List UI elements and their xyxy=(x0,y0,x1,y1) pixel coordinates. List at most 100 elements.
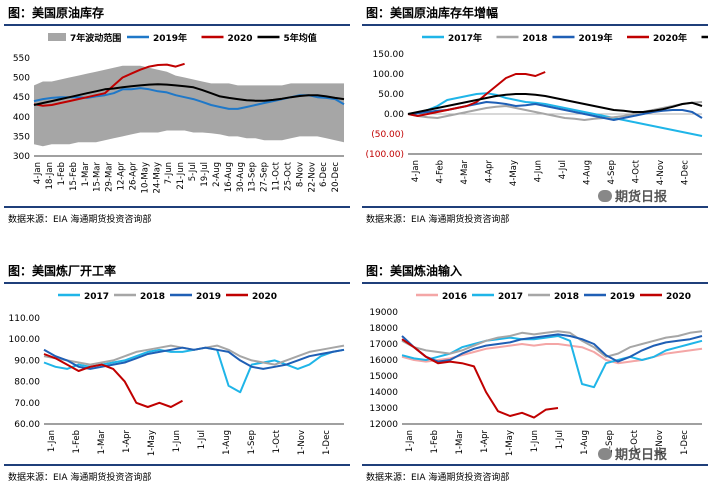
x-tick-label: 16-Aug xyxy=(224,162,234,192)
x-tick-label: 13-Sep xyxy=(248,162,258,192)
x-tick-label: 8-Nov xyxy=(295,162,305,187)
x-tick-label: 4-Jul xyxy=(558,160,568,179)
y-tick-label: 50.00 xyxy=(378,90,404,100)
x-tick-label: 1-Oct xyxy=(272,429,282,453)
x-tick-label: 1-Mar xyxy=(455,429,465,454)
x-tick-label: 1-Nov xyxy=(655,430,665,455)
x-tick-label: 1-Oct xyxy=(630,429,640,453)
x-tick-label: 1-Sep xyxy=(247,430,257,455)
x-tick-label: 6-Dec xyxy=(319,162,329,187)
y-tick-label: 16000 xyxy=(369,356,398,366)
legend-label: 2017 xyxy=(498,292,523,302)
legend-label: 2020 xyxy=(252,292,277,302)
x-tick-label: 1-May xyxy=(505,430,515,456)
y-tick-label: 100.00 xyxy=(373,70,405,80)
x-tick-label: 1-Sep xyxy=(605,430,615,455)
series-line-3 xyxy=(407,71,546,117)
x-tick-label: 25-Oct xyxy=(284,161,294,190)
legend-label: 7年波动范围 xyxy=(70,32,121,44)
legend-swatch xyxy=(48,33,66,41)
y-tick-label: 60.00 xyxy=(14,420,40,430)
panel-title: 图：美国原油库存 xyxy=(8,6,105,20)
panel-refinery-utilization: 图：美国炼厂开工率 110.00 100.00 90.00 80.00 70.00 60.… xyxy=(4,258,356,484)
y-tick-label: 90.00 xyxy=(14,356,40,366)
x-tick-label: 24-May xyxy=(152,162,162,193)
x-tick-label: 1-Dec xyxy=(322,430,332,455)
x-tick-label: 1-Mar xyxy=(97,429,107,454)
x-tick-label: 1-Jul xyxy=(555,430,565,449)
x-tick-label: 4-Sep xyxy=(607,160,617,185)
series-line-0 xyxy=(407,92,703,137)
y-tick-label: 13000 xyxy=(369,404,398,414)
chart-crude-yoy: 150.00 100.00 50.00 0.00 (50.00) (100.00) 4-Ja… xyxy=(365,32,708,186)
watermark: 期货日报 xyxy=(598,444,667,463)
x-tick-label: 22-Nov xyxy=(307,162,317,192)
y-tick-label: 0.00 xyxy=(384,110,404,120)
source-note: 数据来源：EIA 海通期货投资咨询部 xyxy=(8,215,152,225)
y-tick-label: 15000 xyxy=(369,372,398,382)
x-tick-label: 27-Sep xyxy=(260,162,270,192)
y-tick-label: 350 xyxy=(13,132,30,142)
legend-label: 2018 xyxy=(554,292,579,302)
chart-refinery-input: 19000 18000 17000 16000 15000 14000 13000 12000… xyxy=(369,292,703,456)
panel-crude-yoy: 图：美国原油库存年增幅 150.00 100.00 50.00 0.00 (50.00)… xyxy=(362,0,714,240)
x-tick-label: 1-Feb xyxy=(72,430,82,454)
x-tick-label: 1-Jan xyxy=(405,430,415,452)
x-tick-label: 4-Jan xyxy=(411,160,421,182)
y-tick-label: 19000 xyxy=(369,308,398,318)
y-tick-label: 300 xyxy=(13,152,30,162)
x-tick-label: 20-Dec xyxy=(331,162,341,193)
y-tick-label: 18000 xyxy=(369,324,398,334)
x-tick-label: 1-Aug xyxy=(222,430,232,455)
legend-label: 2019年 xyxy=(153,32,187,44)
series-line-1 xyxy=(43,344,345,366)
series-line-0 xyxy=(43,346,345,394)
y-tick-label: 17000 xyxy=(369,340,398,350)
y-tick-label: 500 xyxy=(13,74,30,84)
y-tick-label: 400 xyxy=(13,113,30,123)
x-tick-label: 15-Mar xyxy=(93,161,103,191)
x-tick-label: 11-Oct xyxy=(272,161,282,190)
x-tick-label: 4-Feb xyxy=(435,160,445,184)
x-tick-label: 29-Mar xyxy=(105,161,115,191)
x-tick-label: 7-Jun xyxy=(164,162,174,184)
x-tick-label: 1-Feb xyxy=(57,162,67,186)
x-tick-label: 1-Jun xyxy=(530,430,540,452)
x-tick-label: 12-Apr xyxy=(117,161,127,190)
top-rule xyxy=(362,24,708,26)
x-tick-label: 1-Feb xyxy=(430,430,440,454)
x-tick-label: 4-Oct xyxy=(631,159,641,183)
chart-refinery-utilization: 110.00 100.00 90.00 80.00 70.00 60.00 1-Jan 1-F… xyxy=(9,292,345,456)
series-line-2 xyxy=(33,83,345,106)
wechat-icon xyxy=(598,448,612,460)
x-tick-label: 1-May xyxy=(147,430,157,456)
x-tick-label: 1-Apr xyxy=(122,430,132,453)
x-tick-label: 10-May xyxy=(140,162,150,193)
source-note: 数据来源：EIA 海通期货投资咨询部 xyxy=(366,215,510,225)
panel-crude-inventory: 图：美国原油库存 550 500 450 400 350 300 4-Jan 18-Jan 1-… xyxy=(4,0,356,240)
panel-refinery-input: 图：美国炼油输入 19000 18000 17000 16000 15000 14000 1… xyxy=(362,258,714,484)
x-tick-label: 4-Mar xyxy=(460,159,470,184)
legend-label: 2020 xyxy=(228,34,253,44)
x-tick-label: 4-Dec xyxy=(680,160,690,185)
y-tick-label: 450 xyxy=(13,93,30,103)
series-line-2 xyxy=(43,346,345,370)
x-tick-label: 15-Feb xyxy=(69,162,79,191)
y-tick-label: 110.00 xyxy=(9,314,41,324)
x-tick-label: 2-Aug xyxy=(212,162,222,187)
series-line-2 xyxy=(401,330,703,358)
series-line-3 xyxy=(401,333,703,363)
x-tick-label: 1-Nov xyxy=(297,430,307,455)
x-tick-label: 4-May xyxy=(509,160,519,186)
x-tick-label: 5-Jul xyxy=(188,162,198,181)
panel-title: 图：美国炼厂开工率 xyxy=(8,264,117,278)
bottom-rule xyxy=(4,206,350,208)
x-tick-label: 4-Nov xyxy=(656,160,666,185)
x-tick-label: 26-Apr xyxy=(129,161,139,190)
legend-label: 2020年 xyxy=(653,32,687,44)
x-tick-label: 18-Jan xyxy=(45,162,55,189)
y-tick-label: 550 xyxy=(13,54,30,64)
x-tick-label: 1-Mar xyxy=(81,161,91,186)
y-tick-label: 70.00 xyxy=(14,399,40,409)
